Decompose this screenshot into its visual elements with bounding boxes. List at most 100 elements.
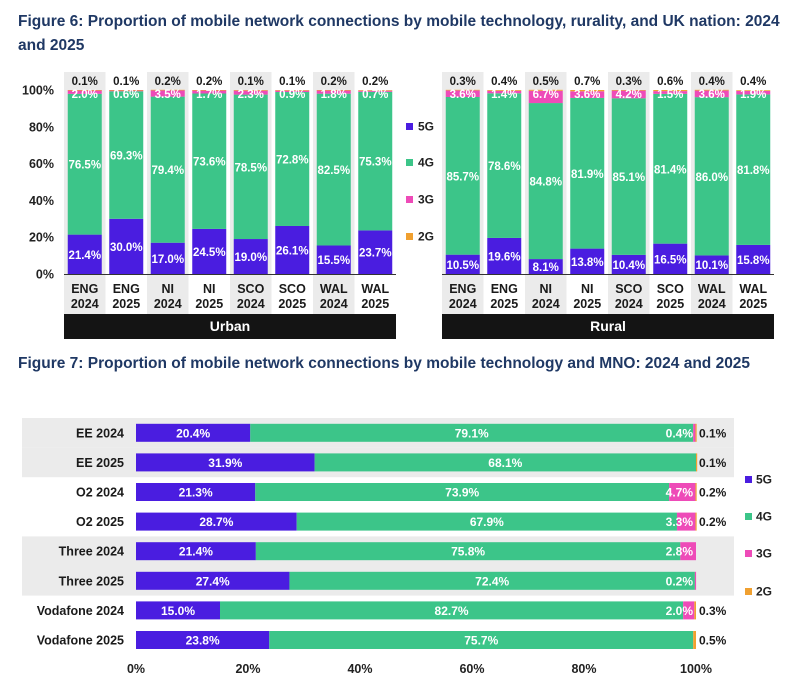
bar-segment-4g [275, 92, 310, 226]
bar-segment-2g [150, 89, 185, 91]
data-label-2g: 0.4% [491, 76, 517, 88]
bar-segment-2g [694, 601, 696, 620]
data-label-4g: 67.9% [470, 515, 504, 529]
data-label-2g: 0.1% [279, 76, 305, 88]
data-label-4g: 72.8% [276, 155, 309, 167]
figure-6-title: Figure 6: Proportion of mobile network c… [18, 13, 780, 54]
data-label-5g: 17.0% [151, 254, 184, 266]
bar-segment-3g [445, 90, 480, 97]
data-label-5g: 31.9% [208, 456, 242, 470]
row-label: Vodafone 2024 [37, 604, 124, 618]
legend-swatch-3g [745, 550, 752, 557]
bar-segment-3g [736, 90, 771, 95]
bar-segment-4g [255, 542, 681, 561]
bar-segment-5g [528, 259, 563, 274]
data-label-5g: 19.0% [234, 252, 267, 264]
data-label-2g: 0.2% [321, 76, 347, 88]
bar-segment-2g [696, 453, 698, 472]
legend-swatch-5g [406, 123, 413, 130]
data-label-2g: 0.5% [533, 76, 559, 88]
bar-segment-5g [150, 242, 185, 274]
data-label-5g: 21.4% [179, 545, 213, 559]
data-label-3g: 0.9% [279, 89, 305, 101]
legend-label-4g: 4G [756, 510, 772, 524]
x-tick-label: 100% [680, 662, 712, 676]
bar-segment-2g [695, 512, 697, 531]
bar-segment-5g [736, 244, 771, 274]
data-label-2g: 0.1% [699, 426, 727, 440]
figure-7-title: Figure 7: Proportion of mobile network c… [18, 355, 751, 372]
data-label-4g: 69.3% [110, 151, 143, 163]
bar-segment-2g [192, 90, 227, 91]
y-tick-label: 60% [29, 157, 54, 171]
bar-segment-2g [316, 90, 351, 91]
bar-segment-2g [653, 90, 688, 92]
bar-segment-5g [445, 254, 480, 274]
group-label: Rural [590, 318, 626, 334]
bar-segment-2g [694, 89, 729, 91]
bar-segment-5g [358, 230, 393, 274]
bar-segment-5g [109, 218, 144, 274]
bar-segment-3g [316, 90, 351, 94]
x-tick-nation: NI [540, 282, 553, 296]
bar-segment-3g [109, 90, 144, 92]
data-label-3g: 0.6% [113, 89, 139, 101]
bar-segment-5g [316, 245, 351, 274]
bar-segment-4g [220, 601, 684, 620]
group-band [442, 314, 774, 339]
bar-segment-3g [192, 90, 227, 94]
data-label-2g: 0.1% [72, 76, 98, 88]
data-label-3g: 3.3% [666, 515, 694, 529]
data-label-5g: 19.6% [488, 251, 521, 263]
data-label-2g: 0.2% [362, 76, 388, 88]
x-tick-nation: NI [203, 282, 216, 296]
bar-segment-5g [611, 254, 646, 274]
data-label-5g: 21.3% [179, 486, 213, 500]
data-label-2g: 0.6% [657, 76, 683, 88]
legend-swatch-4g [406, 159, 413, 166]
data-label-4g: 84.8% [529, 177, 562, 189]
data-label-4g: 72.4% [475, 574, 509, 588]
row-label: EE 2025 [76, 456, 124, 470]
data-label-3g: 0.7% [362, 89, 388, 101]
data-label-3g: 3.6% [450, 89, 476, 101]
bar-segment-3g [570, 91, 605, 98]
data-label-2g: 0.3% [699, 604, 727, 618]
bar-segment-3g [275, 90, 310, 93]
x-tick-year: 2024 [71, 297, 99, 311]
legend-swatch-3g [406, 196, 413, 203]
x-tick-year: 2025 [112, 297, 140, 311]
x-tick-nation: NI [581, 282, 594, 296]
data-label-4g: 81.4% [654, 164, 687, 176]
x-tick-label: 60% [459, 662, 484, 676]
row-label: O2 2025 [76, 515, 124, 529]
bar-segment-5g [136, 542, 256, 561]
y-tick-label: 40% [29, 194, 54, 208]
data-label-2g: 0.1% [699, 456, 727, 470]
row-label: Three 2025 [59, 574, 124, 588]
bar-segment-5g [653, 243, 688, 274]
bar-segment-5g [136, 571, 290, 590]
bar-segment-4g [233, 94, 268, 240]
data-label-3g: 2.8% [666, 545, 694, 559]
data-label-4g: 75.3% [359, 157, 392, 169]
data-label-3g: 2.0% [666, 604, 694, 618]
bar-segment-3g [67, 90, 102, 94]
legend-label-3g: 3G [756, 547, 772, 561]
bar-segment-2g [487, 90, 522, 91]
bar-segment-2g [611, 90, 646, 91]
bar-segment-3g [694, 571, 697, 590]
bar-segment-2g [358, 90, 393, 91]
x-tick-year: 2024 [320, 297, 348, 311]
bar-segment-3g [233, 90, 268, 95]
x-tick-year: 2024 [615, 297, 643, 311]
bar-segment-2g [445, 89, 480, 91]
legend-label-2g: 2G [756, 585, 772, 599]
data-label-4g: 78.5% [234, 162, 267, 174]
bar-segment-2g [695, 483, 697, 501]
data-label-4g: 86.0% [695, 172, 728, 184]
bar-segment-4g [358, 91, 393, 231]
bar-segment-3g [669, 483, 696, 501]
data-label-4g: 85.1% [612, 172, 645, 184]
